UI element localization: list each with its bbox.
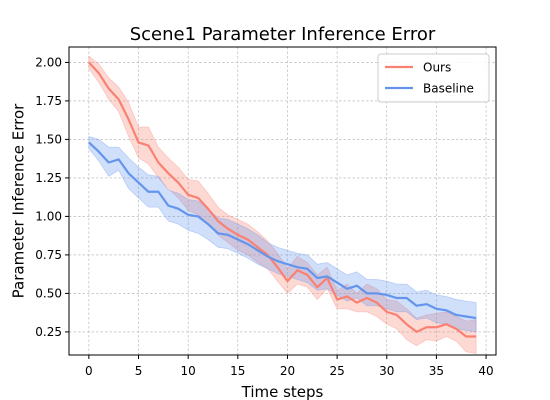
legend-label-ours: Ours	[423, 61, 451, 75]
x-tick-label: 0	[85, 364, 93, 378]
y-tick-label: 2.00	[35, 55, 62, 69]
y-tick-label: 1.00	[35, 209, 62, 223]
y-tick-label: 1.25	[35, 171, 62, 185]
y-tick-label: 1.75	[35, 94, 62, 108]
x-tick-label: 30	[379, 364, 394, 378]
x-axis-label: Time steps	[241, 383, 324, 400]
y-tick-label: 0.25	[35, 325, 62, 339]
y-tick-label: 1.50	[35, 132, 62, 146]
x-tick-label: 20	[280, 364, 295, 378]
y-tick-label: 0.75	[35, 248, 62, 262]
x-tick-label: 25	[329, 364, 344, 378]
x-tick-label: 15	[230, 364, 245, 378]
y-tick-label: 0.50	[35, 286, 62, 300]
x-tick-label: 35	[429, 364, 444, 378]
x-tick-label: 10	[181, 364, 196, 378]
chart-title: Scene1 Parameter Inference Error	[130, 24, 436, 45]
x-tick-label: 5	[135, 364, 143, 378]
legend: Ours Baseline	[378, 54, 489, 102]
y-axis-label: Parameter Inference Error	[10, 103, 28, 298]
x-tick-label: 40	[478, 364, 493, 378]
legend-label-baseline: Baseline	[423, 82, 474, 96]
